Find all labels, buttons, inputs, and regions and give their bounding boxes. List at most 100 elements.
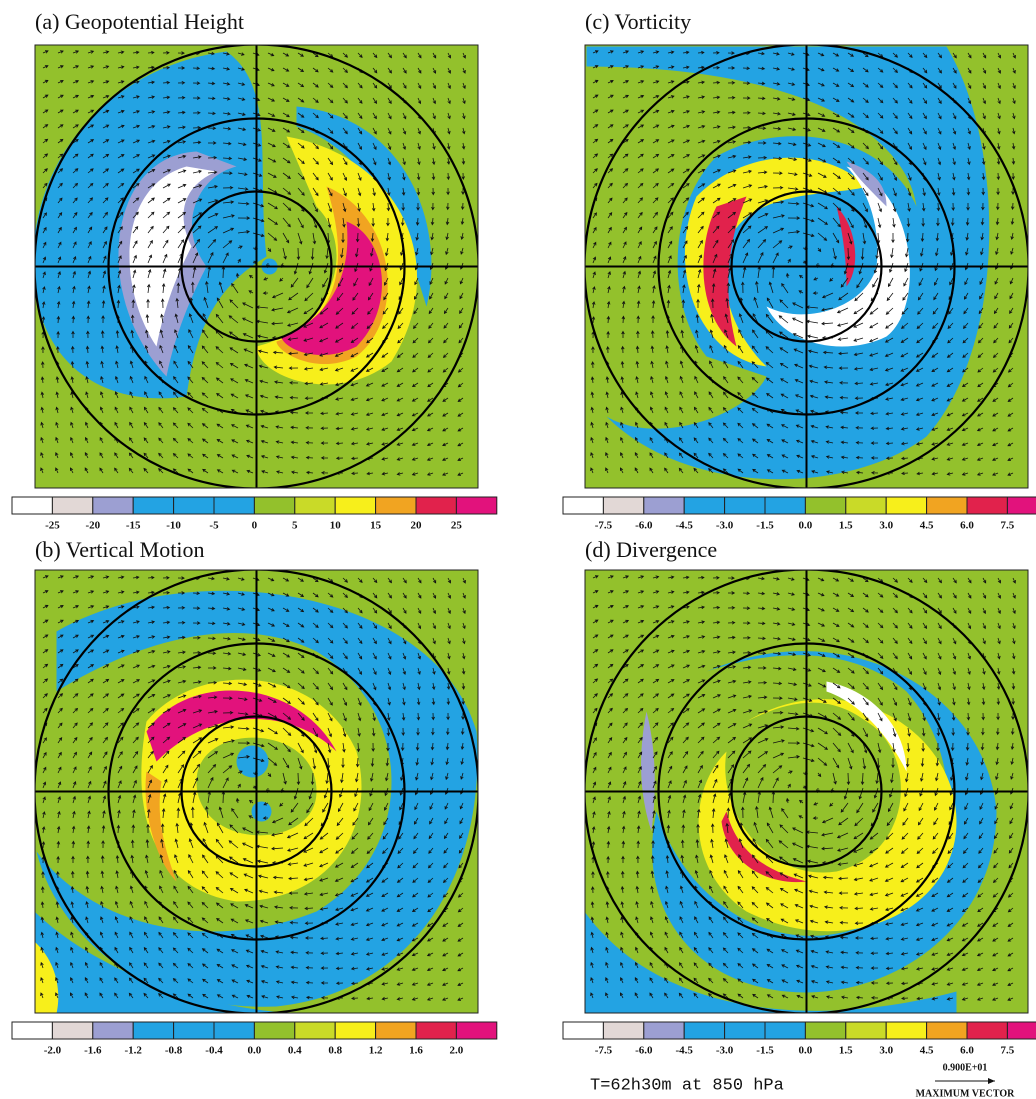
plot-frame <box>34 569 479 1014</box>
colorbar-label: -5 <box>209 520 219 532</box>
colorbar-box <box>455 1021 498 1040</box>
colorbar-box <box>724 1021 766 1040</box>
colorbar-label: -7.5 <box>595 1045 613 1057</box>
shaded-region <box>296 106 432 307</box>
colorbar-box <box>643 496 685 515</box>
shaded-region <box>745 216 847 313</box>
plot-frame <box>34 44 479 489</box>
colorbar-label: 5 <box>292 520 298 532</box>
shaded-region <box>35 911 291 1013</box>
shaded-region <box>846 161 887 207</box>
colorbar-box <box>724 496 766 515</box>
colorbar-box <box>926 496 968 515</box>
colorbar-box <box>764 496 806 515</box>
colorbar-label: -6.0 <box>635 1045 653 1057</box>
panel-plot <box>584 569 1029 1014</box>
colorbar-box <box>764 1021 806 1040</box>
colorbar-label: -1.6 <box>84 1045 102 1057</box>
colorbar-box <box>966 496 1008 515</box>
colorbar-label: -4.5 <box>675 1045 693 1057</box>
colorbar-box <box>334 496 377 515</box>
panel-title: (d) Divergence <box>585 537 717 562</box>
colorbar-label: 7.5 <box>1001 1045 1015 1057</box>
panel-plot <box>584 44 1029 489</box>
wind-vectors <box>40 575 466 1001</box>
colorbar-box <box>132 496 175 515</box>
colorbar-label: -4.5 <box>675 520 693 532</box>
colorbar-label: -1.5 <box>756 1045 774 1057</box>
colorbar-box <box>455 496 498 515</box>
colorbar-box <box>51 496 94 515</box>
colorbar-box <box>51 1021 94 1040</box>
colorbar-label: 1.6 <box>409 1045 423 1057</box>
colorbar-box <box>885 1021 928 1040</box>
colorbar-label: 0.4 <box>288 1045 302 1057</box>
colorbar-label: 15 <box>370 520 382 532</box>
colorbar-box <box>213 1021 255 1040</box>
colorbar-box <box>562 1021 604 1040</box>
shaded-region <box>146 690 337 762</box>
colorbar-box <box>92 496 134 515</box>
colorbar-label: 1.5 <box>839 1045 853 1057</box>
colorbar-label: 10 <box>330 520 342 532</box>
colorbar-box <box>966 1021 1008 1040</box>
colorbar-label: 1.5 <box>839 520 853 532</box>
colorbar-label: -3.0 <box>716 1045 734 1057</box>
max-vector-label: MAXIMUM VECTOR <box>916 1088 1016 1099</box>
max-vector-value: 0.900E+01 <box>943 1062 988 1073</box>
colorbar-box <box>415 496 457 515</box>
colorbar-label: -3.0 <box>716 520 734 532</box>
panel-title: (a) Geopotential Height <box>35 9 244 34</box>
colorbar-box <box>602 1021 645 1040</box>
wind-vectors <box>40 50 466 476</box>
colorbar-label: 0.8 <box>328 1045 342 1057</box>
time-label: T=62h30m at 850 hPa <box>590 1076 784 1095</box>
colorbar-label: -25 <box>45 520 60 532</box>
colorbar-box <box>926 1021 968 1040</box>
colorbar-label: 3.0 <box>879 1045 893 1057</box>
colorbar-box <box>804 496 847 515</box>
colorbar-box <box>562 496 604 515</box>
colorbar-label: -0.8 <box>165 1045 183 1057</box>
wind-vectors <box>590 50 1016 476</box>
colorbar-label: -2.0 <box>44 1045 62 1057</box>
shaded-region <box>585 912 957 1013</box>
shaded-region <box>129 166 217 347</box>
colorbar-label: -0.4 <box>205 1045 223 1057</box>
plot-frame <box>584 569 1029 1014</box>
panel-title: (b) Vertical Motion <box>35 537 204 562</box>
shaded-region <box>703 196 747 347</box>
colorbar-box <box>375 496 417 515</box>
colorbar-label: -1.2 <box>124 1045 142 1057</box>
colorbar-label: -6.0 <box>635 520 653 532</box>
colorbar-label: 20 <box>411 520 423 532</box>
colorbar-label: 0.0 <box>248 1045 262 1057</box>
plot-area <box>35 570 478 1013</box>
colorbar-label: 3.0 <box>879 520 893 532</box>
colorbar-box <box>173 496 215 515</box>
colorbar-box <box>845 1021 887 1040</box>
panel-plot <box>34 569 479 1014</box>
plot-area <box>35 45 478 488</box>
colorbar-box <box>845 496 887 515</box>
colorbar-label: -15 <box>126 520 141 532</box>
colorbar-label: 6.0 <box>960 1045 974 1057</box>
colorbar-label: 25 <box>451 520 463 532</box>
colorbar-box <box>1006 496 1036 515</box>
plot-area <box>585 570 1028 1013</box>
colorbar-box <box>294 1021 336 1040</box>
colorbar-box <box>885 496 928 515</box>
shaded-region <box>826 681 907 772</box>
colorbar-box <box>1006 1021 1036 1040</box>
plot-area <box>585 45 1028 488</box>
plot-frame <box>584 44 1029 489</box>
colorbar-box <box>11 496 53 515</box>
colorbar-box <box>683 496 726 515</box>
colorbar-box <box>643 1021 685 1040</box>
colorbar-label: 7.5 <box>1001 520 1015 532</box>
colorbar-label: 4.5 <box>920 1045 934 1057</box>
wind-vectors <box>590 575 1016 1001</box>
colorbar-box <box>334 1021 377 1040</box>
